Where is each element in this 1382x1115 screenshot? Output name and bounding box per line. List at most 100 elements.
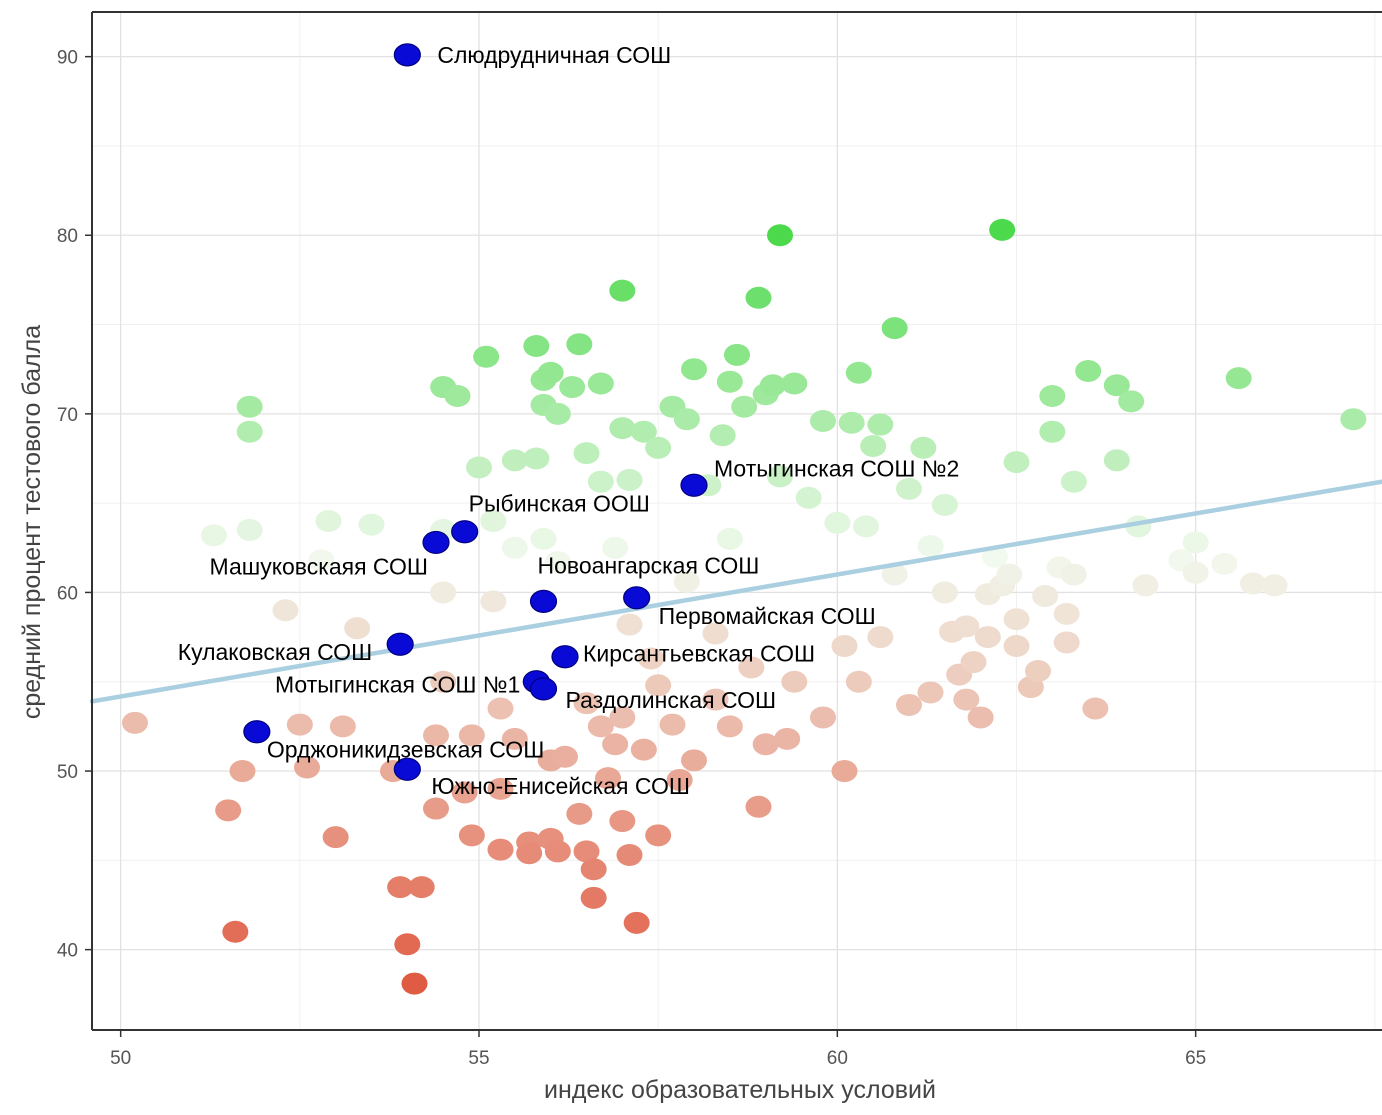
data-point [609, 279, 636, 302]
highlighted-point [393, 757, 421, 781]
data-point [523, 334, 550, 357]
data-point [767, 465, 793, 488]
data-point [931, 581, 958, 604]
data-point [122, 711, 148, 734]
data-point [501, 449, 528, 472]
data-point [573, 692, 600, 715]
data-point [501, 536, 528, 559]
data-point [745, 286, 772, 309]
data-point [630, 738, 657, 761]
data-point [609, 810, 636, 833]
data-point [638, 647, 664, 670]
data-point [745, 795, 772, 818]
data-point [308, 549, 335, 572]
data-point [587, 470, 614, 493]
data-point [881, 563, 908, 586]
data-point [974, 626, 1001, 649]
point-labels: Слюдрудничная СОШ Мотыгинская СОШ №2 Рыбин… [178, 42, 960, 799]
x-tick-label: 65 [1185, 1048, 1206, 1069]
data-point [544, 551, 571, 574]
data-point [315, 510, 342, 532]
data-point [530, 527, 557, 550]
data-point [286, 713, 313, 736]
data-point [709, 424, 736, 447]
y-tick-label: 50 [57, 762, 78, 783]
data-point [573, 442, 600, 465]
data-point [394, 933, 421, 956]
data-point [716, 527, 743, 550]
data-point [982, 545, 1008, 568]
data-point [215, 799, 242, 822]
data-point [645, 674, 672, 697]
data-point [1240, 572, 1266, 595]
point-label: Южно-Енисейская СОШ [431, 773, 690, 799]
data-point [501, 727, 528, 750]
data-point [408, 876, 435, 899]
data-point [630, 420, 657, 443]
data-point [881, 317, 908, 340]
data-point [1003, 451, 1030, 474]
highlighted-point [393, 43, 421, 67]
highlighted-points [243, 43, 708, 781]
data-point [767, 224, 793, 247]
data-point [552, 745, 578, 768]
point-label: Рыбинская ООШ [469, 491, 650, 517]
data-point [845, 361, 872, 384]
data-point [1225, 367, 1252, 390]
data-point [931, 493, 958, 516]
trend-line [89, 479, 1382, 704]
data-point [573, 840, 600, 863]
data-point [229, 760, 256, 783]
data-point [523, 447, 550, 470]
point-label: Мотыгинская СОШ №2 [714, 455, 959, 481]
data-point [587, 372, 614, 395]
y-tick-label: 60 [57, 583, 78, 604]
data-point [1060, 470, 1087, 493]
data-point [1182, 561, 1209, 584]
data-point [910, 436, 937, 459]
data-point [236, 518, 263, 541]
data-point [401, 972, 428, 995]
data-point [917, 681, 944, 704]
data-point [1032, 585, 1059, 608]
y-tick-label: 90 [57, 48, 78, 69]
data-point [774, 727, 801, 750]
data-point [236, 420, 263, 443]
highlighted-point [680, 473, 708, 497]
data-point [236, 395, 263, 418]
data-point [831, 760, 858, 783]
data-point [781, 372, 808, 395]
data-point [831, 635, 858, 658]
data-point [666, 768, 693, 791]
data-point [602, 733, 629, 756]
data-point [616, 843, 643, 866]
highlighted-point [422, 530, 450, 555]
data-point [480, 510, 507, 532]
y-tick-label: 40 [57, 941, 78, 962]
x-tick-label: 50 [110, 1048, 131, 1069]
highlighted-point [529, 677, 558, 701]
data-point [1003, 635, 1030, 658]
data-point [838, 411, 865, 434]
x-tick-label: 60 [827, 1048, 848, 1069]
data-point [867, 413, 894, 436]
data-point [724, 343, 750, 366]
y-axis-title: средний процент тестового балла [18, 325, 46, 719]
data-point [329, 715, 356, 738]
data-point [423, 724, 449, 747]
data-point [458, 724, 485, 747]
data-point [200, 524, 227, 547]
data-point [559, 376, 586, 399]
data-point [1340, 408, 1367, 431]
data-point [1075, 359, 1102, 382]
data-point [487, 697, 514, 720]
data-point [1103, 374, 1130, 397]
data-point [645, 436, 672, 459]
data-point [896, 477, 922, 500]
data-point [466, 456, 492, 479]
data-point [752, 733, 779, 756]
data-point [272, 599, 299, 622]
data-point [609, 706, 636, 729]
data-point [1132, 574, 1159, 597]
data-point [587, 715, 614, 738]
